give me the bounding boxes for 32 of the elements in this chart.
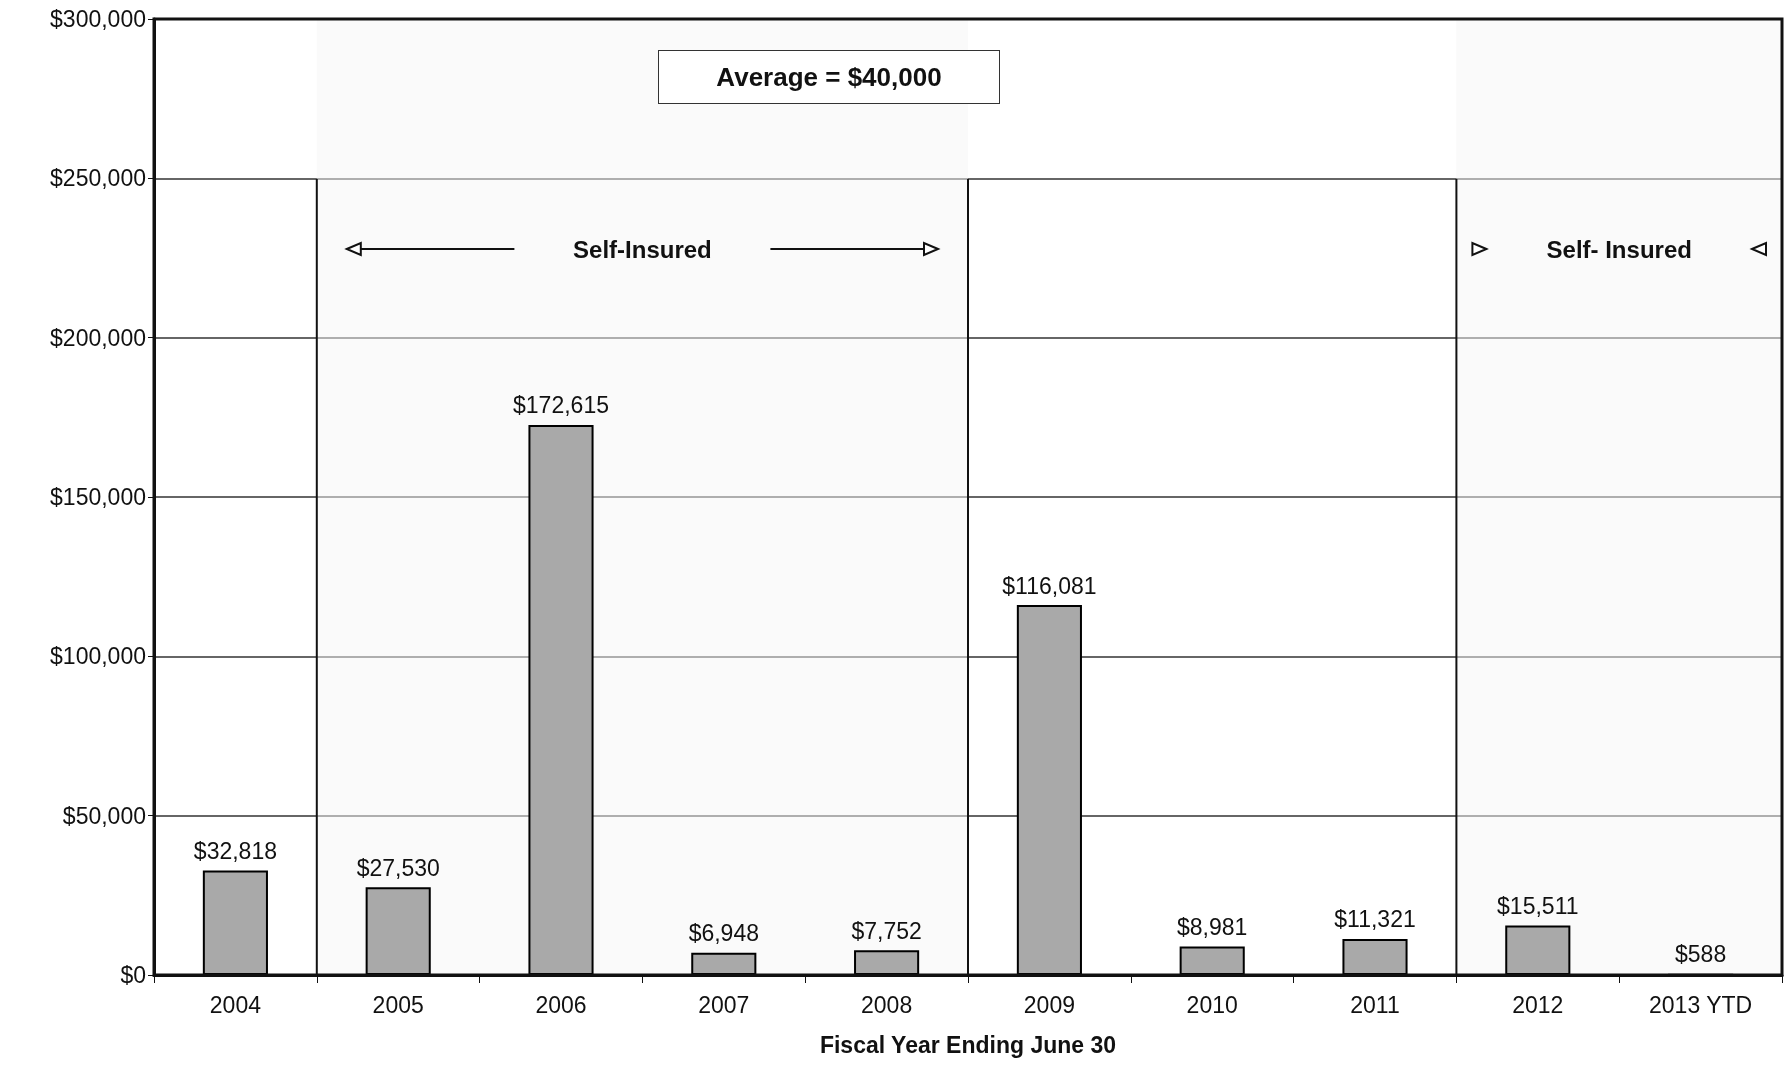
band-label: Self-Insured bbox=[573, 235, 712, 263]
x-tick-label: 2012 bbox=[1512, 991, 1564, 1018]
band-label: Self- Insured bbox=[1546, 235, 1692, 263]
x-tick-label: 2010 bbox=[1186, 991, 1238, 1018]
data-label: $8,981 bbox=[1177, 913, 1248, 940]
data-label: $27,530 bbox=[356, 854, 440, 881]
y-tick-label: $150,000 bbox=[50, 484, 146, 510]
data-label: $32,818 bbox=[193, 837, 277, 864]
y-tick-label: $0 bbox=[120, 962, 146, 988]
y-tick-label: $100,000 bbox=[50, 643, 146, 670]
x-tick-label: 2007 bbox=[698, 991, 750, 1018]
y-tick-label: $250,000 bbox=[50, 165, 146, 192]
data-label: $7,752 bbox=[851, 917, 922, 944]
x-tick-label: 2004 bbox=[209, 991, 262, 1018]
x-tick-label: 2008 bbox=[861, 991, 913, 1018]
text-box: Average = $40,000 bbox=[658, 50, 1000, 104]
x-tick-label: 2013 YTD bbox=[1649, 991, 1753, 1018]
x-tick-label: 2011 bbox=[1350, 991, 1400, 1018]
x-tick-label: 2009 bbox=[1023, 991, 1075, 1018]
x-axis-title: Fiscal Year Ending June 30 bbox=[819, 1031, 1117, 1058]
data-label: $116,081 bbox=[1002, 572, 1097, 599]
y-tick-label: $50,000 bbox=[62, 802, 146, 829]
data-label: $15,511 bbox=[1497, 893, 1579, 920]
annotation: Average = $40,000 bbox=[716, 61, 942, 93]
y-tick-label: $200,000 bbox=[50, 324, 146, 351]
x-tick-label: 2005 bbox=[372, 991, 424, 1018]
data-label: $172,615 bbox=[513, 392, 609, 419]
data-label: $6,948 bbox=[688, 920, 759, 947]
y-tick-label: $300,000 bbox=[50, 6, 146, 32]
data-label: $11,321 bbox=[1334, 906, 1416, 933]
x-tick-label: 2006 bbox=[535, 991, 587, 1018]
data-label: $588 bbox=[1675, 940, 1727, 967]
